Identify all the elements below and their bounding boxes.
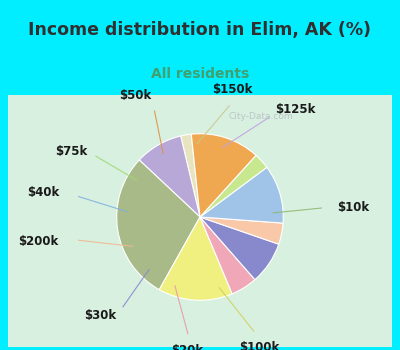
Text: $30k: $30k	[84, 308, 117, 322]
Text: $75k: $75k	[55, 145, 87, 158]
Wedge shape	[200, 155, 267, 217]
Wedge shape	[191, 134, 256, 217]
Wedge shape	[200, 217, 255, 294]
Text: $200k: $200k	[18, 235, 58, 248]
Text: $50k: $50k	[119, 89, 151, 102]
Text: $100k: $100k	[239, 342, 279, 350]
Text: City-Data.com: City-Data.com	[228, 112, 293, 121]
Text: All residents: All residents	[151, 67, 249, 81]
Text: Income distribution in Elim, AK (%): Income distribution in Elim, AK (%)	[28, 21, 372, 39]
Text: $10k: $10k	[337, 201, 369, 214]
Wedge shape	[200, 217, 283, 244]
Wedge shape	[159, 217, 232, 300]
Wedge shape	[200, 167, 283, 223]
Text: $20k: $20k	[171, 344, 203, 350]
Text: $150k: $150k	[212, 83, 252, 97]
Text: $40k: $40k	[28, 186, 60, 199]
Wedge shape	[139, 136, 200, 217]
Wedge shape	[181, 134, 200, 217]
Wedge shape	[117, 160, 200, 290]
Wedge shape	[200, 217, 279, 280]
Text: $125k: $125k	[276, 103, 316, 116]
